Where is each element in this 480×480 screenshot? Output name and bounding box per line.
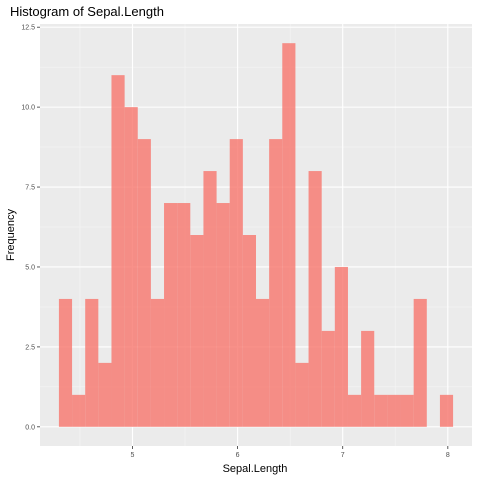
x-tick-label: 6 bbox=[236, 452, 240, 459]
histogram-bar bbox=[242, 235, 256, 427]
histogram-bar bbox=[361, 330, 375, 427]
histogram-bar bbox=[85, 298, 99, 427]
histogram-bar bbox=[282, 43, 296, 427]
histogram-bar bbox=[58, 298, 73, 427]
histogram-bar bbox=[334, 266, 348, 427]
y-tick-label: 5.0 bbox=[25, 264, 35, 271]
y-tick-label: 10.0 bbox=[21, 105, 35, 112]
histogram-bar bbox=[216, 203, 230, 427]
histogram-bar bbox=[111, 75, 125, 427]
y-tick-label: 7.5 bbox=[25, 185, 35, 192]
histogram-bar bbox=[256, 298, 270, 427]
histogram-bar bbox=[229, 139, 243, 427]
histogram-bar bbox=[374, 394, 388, 427]
histogram-bar bbox=[137, 139, 151, 427]
histogram-bar bbox=[124, 107, 138, 427]
histogram-bar bbox=[177, 203, 191, 427]
x-tick-label: 7 bbox=[341, 452, 345, 459]
x-tick-label: 8 bbox=[446, 452, 450, 459]
histogram-bars bbox=[58, 43, 454, 427]
chart-title: Histogram of Sepal.Length bbox=[10, 4, 164, 19]
histogram-bar bbox=[72, 394, 86, 427]
histogram-bar bbox=[347, 394, 362, 427]
histogram-bar bbox=[150, 298, 165, 427]
histogram-bar bbox=[203, 171, 217, 427]
histogram-bar bbox=[439, 394, 454, 427]
x-tick-label: 5 bbox=[131, 452, 135, 459]
histogram-bar bbox=[295, 362, 309, 427]
histogram-bar bbox=[400, 394, 414, 427]
y-axis-title: Frequency bbox=[5, 209, 17, 261]
y-tick-label: 0.0 bbox=[25, 424, 35, 431]
histogram-bar bbox=[98, 362, 112, 427]
y-axis-ticks: 0.0 2.5 5.0 7.5 10.0 12.5 bbox=[21, 25, 40, 431]
x-axis-title: Sepal.Length bbox=[223, 463, 288, 475]
x-axis-ticks: 5 6 7 8 bbox=[131, 446, 450, 459]
y-tick-label: 2.5 bbox=[25, 344, 35, 351]
histogram-bar bbox=[190, 235, 204, 427]
histogram-bar bbox=[308, 171, 322, 427]
histogram-bar bbox=[413, 298, 427, 427]
y-tick-label: 12.5 bbox=[21, 25, 35, 32]
histogram-bar bbox=[164, 203, 178, 427]
histogram-bar bbox=[387, 394, 401, 427]
histogram-bar bbox=[321, 330, 335, 427]
histogram-bar bbox=[269, 139, 283, 427]
